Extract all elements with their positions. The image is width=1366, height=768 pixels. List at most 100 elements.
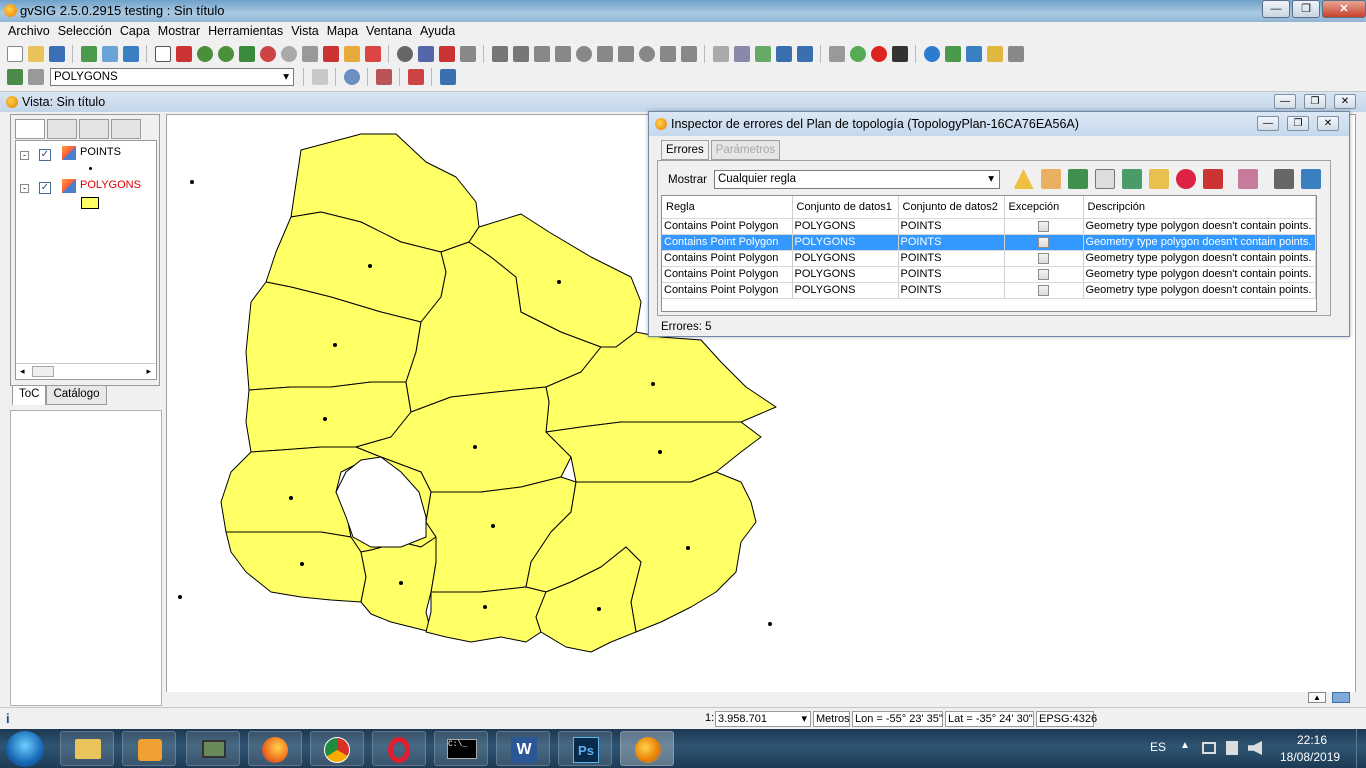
user-icon[interactable] [343, 69, 360, 85]
tray-flag-icon[interactable] [1226, 741, 1238, 755]
gear-search-icon[interactable] [1273, 169, 1294, 189]
new-icon[interactable] [6, 46, 23, 62]
taskbar-word[interactable]: W [496, 731, 550, 766]
menu-mostrar[interactable]: Mostrar [157, 24, 201, 38]
chart-icon[interactable] [439, 69, 456, 85]
error-icon[interactable] [870, 46, 887, 62]
polygons-visibility-checkbox[interactable]: ✓ [39, 182, 51, 194]
graphics-icon[interactable] [754, 46, 771, 62]
rule-filter-select[interactable]: Cualquier regla [713, 170, 1000, 189]
dialog-close-button[interactable]: ✕ [1317, 116, 1339, 131]
layer-error-icon[interactable] [1067, 169, 1088, 189]
menu-herramientas[interactable]: Herramientas [208, 24, 284, 38]
close-button[interactable]: ✕ [1322, 0, 1366, 18]
taskbar-opera[interactable] [372, 731, 426, 766]
locator-icon[interactable] [343, 46, 360, 62]
select-polyline-icon[interactable] [533, 46, 550, 62]
tray-expand-icon[interactable]: ▲ [1180, 740, 1190, 751]
table-icon[interactable] [712, 46, 729, 62]
show-desktop-button[interactable] [1356, 729, 1366, 768]
edit-icon[interactable] [828, 46, 845, 62]
zoom-previous-icon[interactable] [280, 46, 297, 62]
zoom-window-icon[interactable] [322, 46, 339, 62]
zoom-extent-icon[interactable] [175, 46, 192, 62]
center-icon[interactable] [1121, 169, 1142, 189]
active-layer-select[interactable]: POLYGONS [50, 68, 294, 86]
select-all-icon[interactable] [638, 46, 655, 62]
list-icon[interactable] [1094, 169, 1115, 189]
layer-stack-icon[interactable] [6, 69, 23, 85]
new-layer-icon[interactable] [101, 46, 118, 62]
layers-icon[interactable] [238, 46, 255, 62]
layout-icon[interactable] [986, 46, 1003, 62]
taskbar-chrome[interactable] [310, 731, 364, 766]
warning-icon[interactable] [1013, 169, 1034, 189]
scroll-up-icon[interactable]: ▲ [1308, 692, 1326, 703]
help-icon[interactable] [1175, 169, 1196, 189]
zoom-select-icon[interactable] [259, 46, 276, 62]
crosshair-icon[interactable] [375, 69, 392, 85]
taskbar-gvsig[interactable] [620, 731, 674, 766]
print-preview-icon[interactable] [775, 46, 792, 62]
find-icon[interactable] [796, 46, 813, 62]
expand-points-icon[interactable]: - [20, 151, 29, 160]
points-layer-label[interactable]: POINTS [80, 146, 121, 158]
tray-volume-icon[interactable] [1248, 741, 1262, 755]
table-row[interactable]: Contains Point Polygon POLYGONS POINTS G… [662, 234, 1316, 251]
report-icon[interactable] [407, 69, 424, 85]
col-ds1[interactable]: Conjunto de datos1 [792, 196, 899, 219]
overview-toggle-icon[interactable] [1332, 692, 1350, 703]
refresh-icon[interactable] [965, 46, 982, 62]
view-minimize-button[interactable]: — [1274, 94, 1296, 109]
overview-icon[interactable] [364, 46, 381, 62]
select-icon[interactable] [491, 46, 508, 62]
polygons-layer-label[interactable]: POLYGONS [80, 179, 141, 191]
col-regla[interactable]: Regla [662, 196, 793, 219]
invert-selection-icon[interactable] [659, 46, 676, 62]
menu-vista[interactable]: Vista [291, 24, 319, 38]
taskbar-explorer[interactable] [60, 731, 114, 766]
menu-mapa[interactable]: Mapa [326, 24, 359, 38]
toc-tab-layers-icon[interactable] [15, 119, 45, 139]
col-ds2[interactable]: Conjunto de datos2 [898, 196, 1005, 219]
tools-icon[interactable] [891, 46, 908, 62]
select-shape-icon[interactable] [596, 46, 613, 62]
tab-errores[interactable]: Errores [661, 140, 709, 160]
view-close-button[interactable]: ✕ [1334, 94, 1356, 109]
tab-parametros[interactable]: Parámetros [710, 140, 781, 160]
table-row[interactable]: Contains Point Polygon POLYGONS POINTS G… [662, 218, 1316, 235]
select-circle-icon[interactable] [575, 46, 592, 62]
menu-seleccion[interactable]: Selección [57, 24, 112, 38]
view-maximize-button[interactable]: ❐ [1304, 94, 1326, 109]
maximize-button[interactable]: ❐ [1292, 0, 1320, 18]
clock-time[interactable]: 22:16 [1297, 733, 1328, 747]
globe-icon[interactable] [923, 46, 940, 62]
taskbar-monitor[interactable] [186, 731, 240, 766]
language-indicator[interactable]: ES [1150, 740, 1167, 754]
taskbar-console[interactable]: C:\_ [434, 731, 488, 766]
map-hscroll[interactable]: ▲ [166, 692, 1356, 704]
hyperlink-icon[interactable] [417, 46, 434, 62]
layer-edit-icon[interactable] [27, 69, 44, 85]
pan-icon[interactable] [154, 46, 171, 62]
toc-hscroll[interactable]: ◂ ▸ [16, 363, 156, 379]
menu-ayuda[interactable]: Ayuda [419, 24, 456, 38]
map-icon[interactable] [944, 46, 961, 62]
points-visibility-checkbox[interactable]: ✓ [39, 149, 51, 161]
select-point-icon[interactable] [512, 46, 529, 62]
menu-capa[interactable]: Capa [119, 24, 150, 38]
zoom-back-icon[interactable] [301, 46, 318, 62]
import-icon[interactable] [122, 46, 139, 62]
taskbar-firefox[interactable] [248, 731, 302, 766]
minimize-button[interactable]: — [1262, 0, 1290, 18]
area-icon[interactable] [459, 46, 476, 62]
tray-network-icon[interactable] [1202, 742, 1216, 754]
zoom-geometry-icon[interactable] [1148, 169, 1169, 189]
table-row[interactable]: Contains Point Polygon POLYGONS POINTS G… [662, 266, 1316, 283]
taskbar-photoshop[interactable]: Ps [558, 731, 612, 766]
exception-checkbox[interactable] [1038, 268, 1049, 280]
exception-checkbox[interactable] [1038, 284, 1049, 296]
toc-tab-raster-icon[interactable] [47, 119, 77, 139]
table-row[interactable]: Contains Point Polygon POLYGONS POINTS G… [662, 282, 1316, 299]
settings-icon[interactable] [849, 46, 866, 62]
